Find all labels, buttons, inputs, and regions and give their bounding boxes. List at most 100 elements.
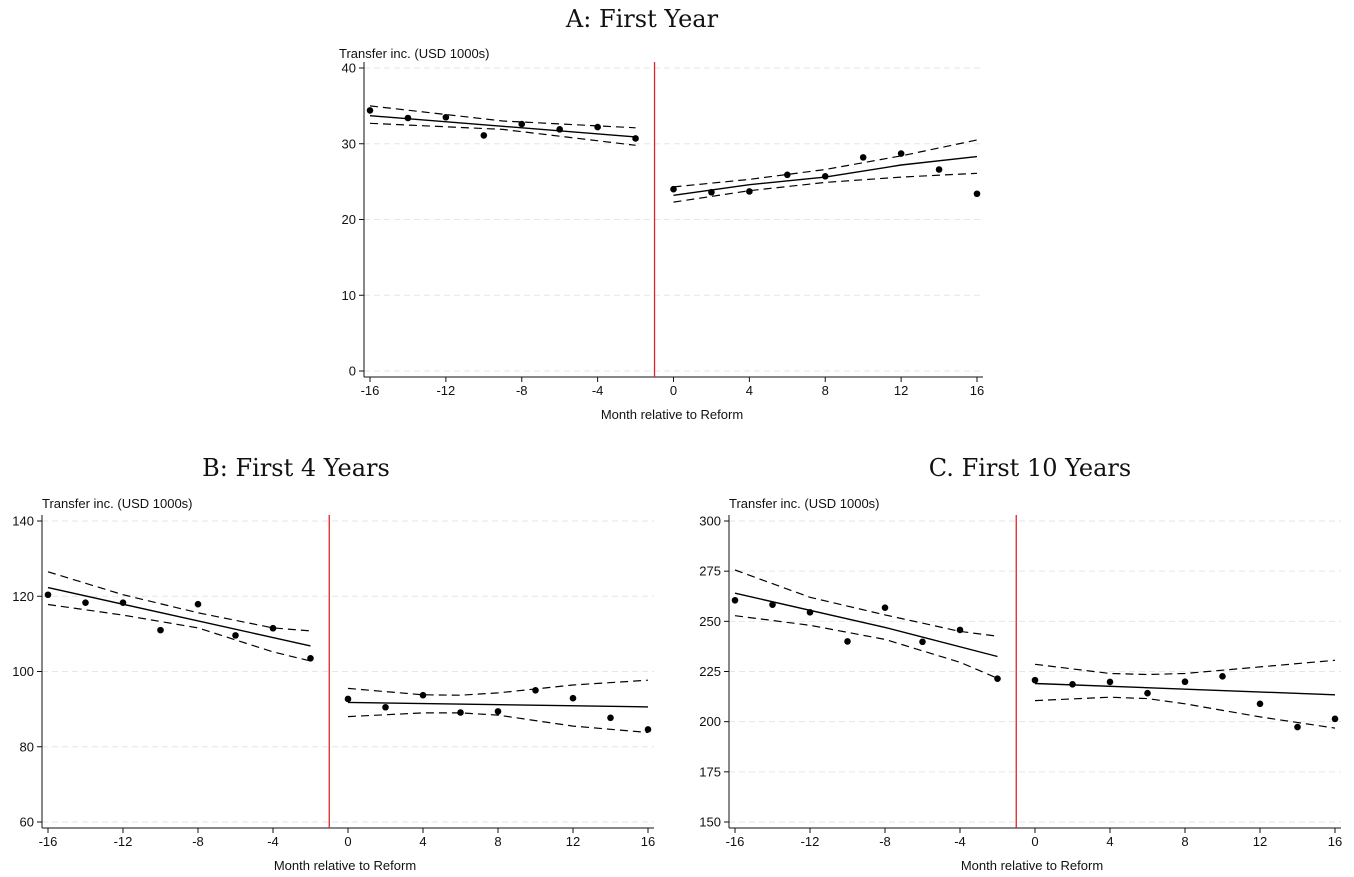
x-axis-label: Month relative to Reform xyxy=(961,858,1103,873)
data-point xyxy=(82,599,89,606)
x-tick-label: 16 xyxy=(641,834,655,849)
x-axis-label: Month relative to Reform xyxy=(274,858,416,873)
x-tick-label: -16 xyxy=(361,383,380,398)
data-point xyxy=(194,600,202,608)
confidence-band-line xyxy=(369,122,636,146)
panel-a-first-year: A: First Year Transfer inc. (USD 1000s) … xyxy=(339,5,984,422)
data-point xyxy=(382,703,389,711)
data-point xyxy=(1106,678,1114,686)
fitted-line xyxy=(734,592,998,658)
y-tick-label: 100 xyxy=(12,664,34,679)
confidence-band-line xyxy=(1034,696,1336,729)
data-point xyxy=(644,726,652,733)
data-point xyxy=(731,596,739,604)
data-point xyxy=(994,675,1001,683)
plot-area: 0 10 20 30 40 -16 -12 -8 -4 0 4 8 12 16 xyxy=(342,61,985,399)
x-axis-label: Month relative to Reform xyxy=(601,407,743,422)
y-tick-label: 250 xyxy=(699,614,721,629)
data-point xyxy=(973,190,981,198)
y-tick-label: 140 xyxy=(12,514,34,529)
y-tick-label: 275 xyxy=(699,564,721,579)
data-point xyxy=(480,132,488,139)
panel-title: A: First Year xyxy=(565,5,719,33)
data-point xyxy=(232,632,239,639)
y-axis-label: Transfer inc. (USD 1000s) xyxy=(729,496,880,511)
y-tick-label: 30 xyxy=(342,136,356,151)
data-point xyxy=(859,154,867,161)
y-tick-label: 200 xyxy=(699,714,721,729)
x-tick-label: 16 xyxy=(1328,834,1342,849)
y-tick-label: 20 xyxy=(342,212,356,227)
confidence-band-line xyxy=(369,105,636,129)
x-tick-label: -4 xyxy=(592,383,604,398)
data-point xyxy=(1219,673,1226,680)
y-tick-label: 150 xyxy=(699,815,721,830)
data-point xyxy=(442,113,450,121)
x-tick-label: 4 xyxy=(1106,834,1113,849)
x-tick-label: 0 xyxy=(1031,834,1038,849)
data-point xyxy=(1294,723,1301,731)
data-point xyxy=(919,638,926,646)
x-tick-label: -12 xyxy=(114,834,133,849)
data-point xyxy=(44,591,52,599)
x-tick-label: 8 xyxy=(494,834,501,849)
y-tick-label: 175 xyxy=(699,764,721,779)
plot-area: 60 80 100 120 140 -16 -12 -8 -4 0 4 8 12 16 xyxy=(12,514,655,850)
data-point xyxy=(769,601,776,608)
data-point xyxy=(1181,678,1189,686)
data-point xyxy=(1031,676,1039,684)
y-tick-label: 120 xyxy=(12,589,34,604)
data-point xyxy=(157,626,164,634)
data-point xyxy=(494,708,502,715)
plot-area: 150 175 200 225 250 275 300 -16 -12 -8 -4 0 4 8 12 16 xyxy=(699,514,1342,850)
x-tick-label: 4 xyxy=(746,383,753,398)
fitted-line xyxy=(673,155,978,196)
confidence-band-line xyxy=(47,571,311,632)
confidence-band-line xyxy=(347,712,649,734)
data-point xyxy=(569,694,577,702)
y-tick-label: 10 xyxy=(342,288,356,303)
x-tick-label: -8 xyxy=(516,383,528,398)
x-tick-label: 8 xyxy=(1181,834,1188,849)
data-point xyxy=(1256,700,1264,708)
y-axis-label: Transfer inc. (USD 1000s) xyxy=(42,496,193,511)
x-tick-label: 0 xyxy=(344,834,351,849)
confidence-band-line xyxy=(347,679,649,696)
x-tick-label: -8 xyxy=(879,834,891,849)
y-tick-label: 0 xyxy=(349,364,356,379)
x-tick-label: -16 xyxy=(39,834,58,849)
data-point xyxy=(404,114,412,122)
data-point xyxy=(269,624,277,632)
y-axis-label: Transfer inc. (USD 1000s) xyxy=(339,46,490,61)
data-point xyxy=(881,604,889,611)
confidence-band-line xyxy=(734,569,998,637)
panel-b-first-4-years: B: First 4 Years Transfer inc. (USD 1000… xyxy=(12,454,655,873)
x-tick-label: -4 xyxy=(954,834,966,849)
fitted-line xyxy=(347,701,649,708)
data-point xyxy=(307,655,314,662)
x-tick-label: -12 xyxy=(801,834,820,849)
fitted-line xyxy=(47,586,311,647)
confidence-band-line xyxy=(1034,659,1336,676)
y-tick-label: 40 xyxy=(342,61,356,76)
confidence-band-line xyxy=(673,139,978,188)
data-point xyxy=(897,150,905,157)
y-tick-label: 225 xyxy=(699,664,721,679)
panel-title: B: First 4 Years xyxy=(202,454,390,482)
x-tick-label: 12 xyxy=(1253,834,1267,849)
x-tick-label: 12 xyxy=(894,383,908,398)
y-tick-label: 80 xyxy=(20,739,34,754)
fitted-line xyxy=(1034,682,1336,696)
data-point xyxy=(366,107,374,114)
confidence-band-line xyxy=(47,603,311,662)
data-point xyxy=(935,166,943,173)
x-tick-label: -4 xyxy=(267,834,279,849)
data-point xyxy=(1331,715,1339,723)
data-point xyxy=(344,695,352,703)
data-point xyxy=(518,120,526,128)
fitted-line xyxy=(369,115,636,138)
confidence-band-line xyxy=(673,172,978,203)
x-tick-label: 0 xyxy=(670,383,677,398)
x-tick-label: -16 xyxy=(726,834,745,849)
